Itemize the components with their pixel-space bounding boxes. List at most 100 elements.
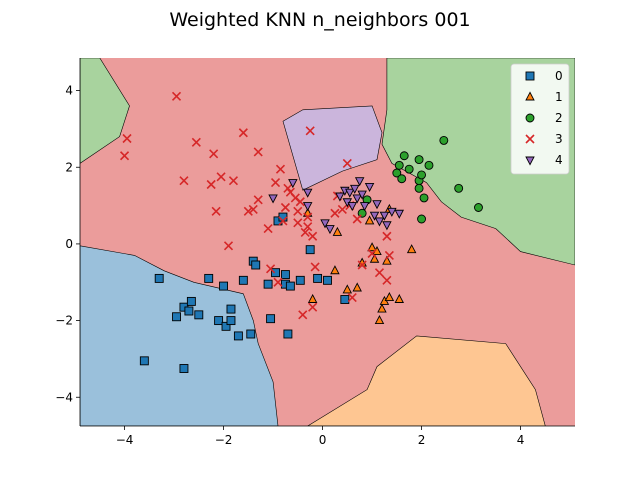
point-class-3	[253, 147, 263, 157]
point-class-0	[323, 275, 332, 285]
legend: 0 1 2 3 4	[510, 63, 570, 175]
point-class-0	[295, 275, 305, 285]
point-class-1	[369, 253, 380, 263]
point-class-3	[374, 268, 385, 278]
point-class-3	[305, 126, 315, 136]
point-class-3	[367, 248, 377, 259]
point-class-2	[399, 151, 409, 161]
legend-label-1: 1	[555, 90, 563, 104]
point-class-0	[184, 306, 194, 316]
point-class-0	[226, 316, 236, 326]
region-class-0	[80, 245, 279, 426]
point-class-0	[204, 273, 214, 283]
x-tick-label: 4	[517, 433, 525, 447]
point-class-3	[337, 204, 347, 214]
point-class-4	[369, 211, 380, 221]
point-class-3	[295, 197, 305, 207]
point-class-2	[394, 160, 404, 170]
legend-label-4: 4	[555, 153, 563, 167]
point-class-0	[263, 279, 273, 289]
point-class-0	[271, 268, 280, 278]
point-class-0	[186, 296, 196, 306]
data-points	[119, 91, 483, 373]
point-class-0	[154, 273, 164, 283]
point-class-3	[171, 91, 182, 101]
point-class-3	[263, 224, 273, 234]
point-class-3	[122, 133, 132, 144]
point-class-4	[372, 200, 382, 210]
point-class-0	[219, 281, 229, 291]
point-class-3	[238, 128, 248, 138]
point-class-3	[278, 216, 288, 226]
point-class-0	[194, 310, 204, 320]
point-class-1	[352, 282, 362, 292]
point-class-3	[211, 206, 221, 216]
x-tick-label: −4	[116, 433, 134, 447]
point-class-4	[347, 202, 357, 212]
point-class-4	[288, 179, 298, 189]
point-class-2	[474, 203, 483, 212]
point-class-3	[347, 293, 357, 303]
point-class-2	[417, 214, 426, 224]
point-class-4	[382, 221, 392, 231]
point-class-3	[280, 202, 290, 213]
point-class-0	[226, 304, 236, 314]
point-class-4	[387, 207, 397, 217]
point-class-3	[191, 137, 201, 147]
point-class-1	[342, 284, 353, 294]
point-class-3	[330, 208, 340, 218]
point-class-0	[179, 364, 189, 373]
point-class-0	[266, 314, 276, 324]
legend-marker-2	[525, 113, 535, 123]
point-class-3	[293, 206, 303, 216]
x-tick-label: 2	[418, 433, 426, 447]
point-class-3	[382, 275, 392, 285]
legend-marker-0	[525, 71, 535, 81]
point-class-3	[308, 231, 318, 241]
point-class-4	[379, 211, 390, 221]
point-class-3	[248, 204, 258, 214]
point-class-4	[357, 190, 367, 200]
point-class-3	[342, 158, 352, 168]
point-class-3	[209, 149, 219, 159]
point-class-3	[352, 214, 362, 224]
point-class-4	[349, 184, 360, 194]
point-class-1	[307, 293, 318, 303]
point-class-0	[172, 312, 181, 322]
point-class-3	[357, 260, 367, 270]
point-class-0	[340, 295, 350, 304]
point-class-4	[354, 177, 365, 187]
point-class-0	[280, 270, 290, 280]
y-tick-label: 2	[65, 160, 73, 174]
decision-regions	[80, 58, 575, 426]
point-class-4	[345, 188, 355, 198]
point-class-4	[359, 202, 370, 212]
legend-box	[510, 63, 570, 175]
legend-marker-1	[525, 91, 535, 101]
point-class-1	[374, 315, 385, 325]
point-class-0	[251, 260, 261, 270]
point-class-4	[374, 217, 385, 227]
point-class-4	[364, 182, 375, 192]
point-class-2	[424, 160, 434, 170]
point-class-2	[419, 193, 429, 203]
point-class-1	[394, 293, 405, 303]
x-axis: −4 −2 0 2 4	[80, 425, 575, 447]
point-class-3	[303, 222, 313, 232]
y-tick-label: −2	[55, 314, 73, 328]
legend-marker-4	[525, 156, 535, 166]
point-class-0	[305, 245, 315, 255]
point-class-3	[310, 262, 320, 272]
point-class-3	[228, 176, 239, 186]
point-class-4	[268, 194, 278, 204]
point-class-1	[377, 303, 387, 313]
point-class-4	[352, 194, 362, 204]
point-class-1	[367, 242, 377, 252]
point-class-0	[233, 331, 243, 341]
point-class-1	[382, 255, 392, 265]
point-class-3	[223, 241, 234, 251]
point-class-4	[394, 209, 405, 219]
region-class-1	[307, 335, 546, 426]
point-class-3	[293, 218, 303, 228]
